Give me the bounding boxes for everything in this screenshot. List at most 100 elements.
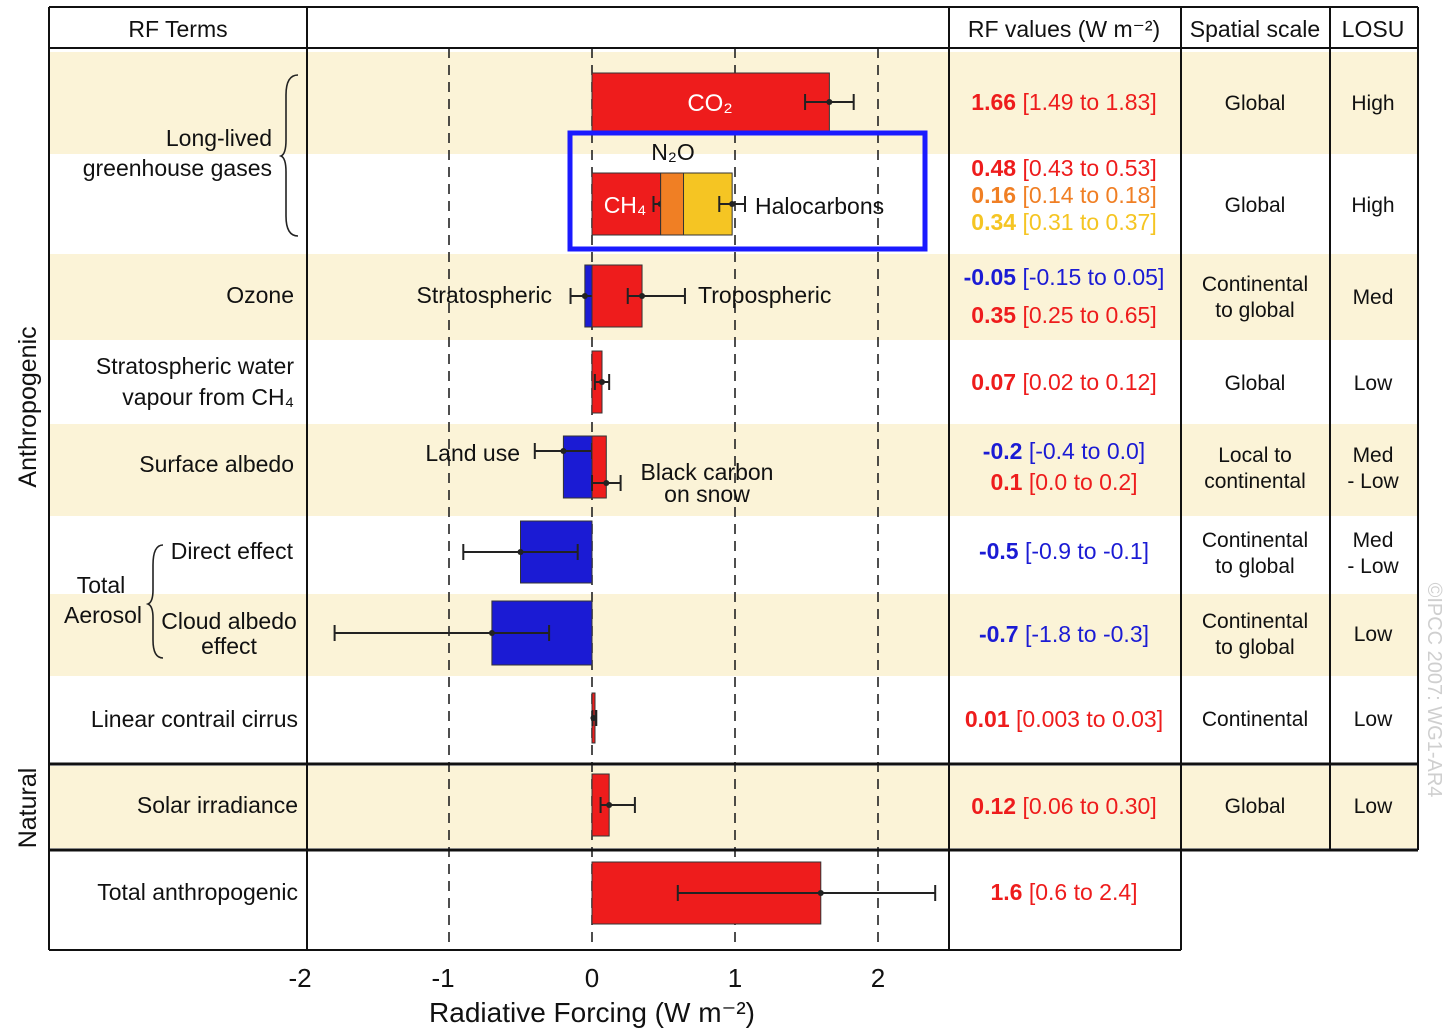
highlight-rect: [567, 130, 928, 252]
group-labels: Anthropogenic Natural: [14, 326, 42, 848]
bar-7: [562, 435, 593, 499]
rf-value-12: 0.12 [0.06 to 0.30]: [971, 793, 1156, 819]
label-co2: CO₂: [687, 90, 732, 117]
errorbar-point-10: [488, 630, 495, 636]
rf-values-column: 1.66 [1.49 to 1.83]0.48 [0.43 to 0.53]0.…: [964, 89, 1165, 905]
scale-strato-0: Global: [1225, 372, 1286, 395]
watermark: ©IPCC 2007: WG1-AR4: [1423, 583, 1443, 798]
bar-annotations: CO₂ CH₄ N₂O Halocarbons Stratospheric Tr…: [416, 90, 884, 507]
tick-label-1: 1: [728, 963, 742, 993]
tick-label--1: -1: [431, 963, 454, 993]
errorbar-point-8: [603, 480, 610, 486]
bracket-aerosol: [145, 544, 164, 659]
rf-value-0: 1.66 [1.49 to 1.83]: [971, 89, 1156, 115]
aerosol-label-line-1: Total: [77, 572, 126, 598]
term-strato-1: vapour from CH₄: [122, 384, 294, 410]
scale-direct-0: Continental: [1202, 529, 1308, 552]
aerosol-label-line-2: Aerosol: [64, 602, 142, 628]
band-cloud: [50, 594, 1418, 676]
scale-solar-0: Global: [1225, 795, 1286, 818]
term-strato-0: Stratospheric water: [96, 353, 294, 379]
label-ch4: CH₄: [604, 192, 647, 218]
term-cloud-0: Cloud albedo: [161, 608, 297, 634]
band-albedo: [50, 424, 1418, 516]
header-spatial-scale: Spatial scale: [1190, 16, 1320, 42]
label-n2o: N₂O: [651, 139, 694, 165]
rf-value-3: 0.34 [0.31 to 0.37]: [971, 209, 1156, 235]
errorbar-point-13: [817, 890, 824, 896]
tick-label-2: 2: [871, 963, 885, 993]
bar-2: [660, 172, 685, 236]
errorbar-point-5: [639, 293, 646, 299]
losu-direct-0: Med: [1353, 529, 1394, 552]
scale-cloud-0: Continental: [1202, 610, 1308, 633]
label-stratospheric: Stratospheric: [416, 282, 552, 308]
losu-contrail-0: Low: [1354, 708, 1393, 731]
label-black-carbon-2: on snow: [664, 481, 750, 507]
term-lived-1: greenhouse gases: [83, 155, 272, 181]
scale-direct-1: to global: [1215, 555, 1294, 578]
header-losu: LOSU: [1342, 16, 1405, 42]
errorbar-point-4: [581, 293, 588, 299]
errorbar-point-0: [826, 99, 833, 105]
x-axis-title: Radiative Forcing (W m⁻²): [429, 997, 755, 1028]
rf-value-6: 0.07 [0.02 to 0.12]: [971, 369, 1156, 395]
rf-value-7: -0.2 [-0.4 to 0.0]: [983, 438, 1145, 464]
group-label-natural: Natural: [14, 768, 42, 849]
scale-albedo-0: Local to: [1218, 444, 1292, 467]
tick-label-0: 0: [585, 963, 599, 993]
column-headers: RF Terms RF values (W m⁻²) Spatial scale…: [128, 16, 1404, 42]
rf-value-5: 0.35 [0.25 to 0.65]: [971, 302, 1156, 328]
band-solar: [50, 766, 1418, 848]
rf-value-13: 1.6 [0.6 to 2.4]: [990, 879, 1137, 905]
losu-ozone-0: Med: [1353, 286, 1394, 309]
highlight-box: [567, 130, 928, 252]
rf-value-8: 0.1 [0.0 to 0.2]: [990, 469, 1137, 495]
scale-ozone-1: to global: [1215, 299, 1294, 322]
losu-albedo-1: - Low: [1347, 470, 1399, 493]
losu-albedo-0: Med: [1353, 444, 1394, 467]
losu-column: High High Med Low Med - Low Med - Low Low Low Low: [1347, 92, 1399, 818]
losu-solar-0: Low: [1354, 795, 1393, 818]
term-cloud-1: effect: [201, 633, 257, 659]
term-contrail-0: Linear contrail cirrus: [91, 706, 298, 732]
x-axis: Radiative Forcing (W m⁻²) -2 -1 0 1 2: [288, 963, 885, 1028]
term-labels: Long-lived greenhouse gases Ozone Stratosph…: [83, 125, 298, 905]
losu-lived-0: High: [1351, 92, 1394, 115]
rf-value-2: 0.16 [0.14 to 0.18]: [971, 182, 1156, 208]
errorbar-point-11: [590, 715, 597, 721]
term-albedo-0: Surface albedo: [139, 451, 294, 477]
band-ozone: [50, 254, 1418, 340]
scale-lived2-0: Global: [1225, 194, 1286, 217]
scale-contrail-0: Continental: [1202, 708, 1308, 731]
rf-value-1: 0.48 [0.43 to 0.53]: [971, 155, 1156, 181]
scale-albedo-1: continental: [1204, 470, 1306, 493]
row-bands: [50, 52, 1418, 848]
bracket-long-lived: [278, 74, 299, 237]
header-rf-values: RF values (W m⁻²): [968, 16, 1160, 42]
spatial-scale-column: Global Global Continental to global Global Lo…: [1202, 92, 1308, 818]
tick-label--2: -2: [288, 963, 311, 993]
scale-cloud-1: to global: [1215, 636, 1294, 659]
errorbar-point-6: [599, 379, 606, 385]
losu-cloud-0: Low: [1354, 623, 1393, 646]
group-label-anthropogenic: Anthropogenic: [14, 326, 42, 487]
losu-direct-1: - Low: [1347, 555, 1399, 578]
errorbar-point-3: [729, 201, 736, 207]
label-black-carbon-1: Black carbon: [641, 459, 774, 485]
term-direct-0: Direct effect: [171, 538, 294, 564]
label-tropospheric: Tropospheric: [698, 282, 831, 308]
losu-lived2-0: High: [1351, 194, 1394, 217]
rf-value-10: -0.7 [-1.8 to -0.3]: [979, 621, 1149, 647]
errorbar-point-12: [606, 802, 613, 808]
scale-ozone-0: Continental: [1202, 273, 1308, 296]
label-halocarbons: Halocarbons: [755, 193, 884, 219]
errorbar-point-7: [560, 448, 567, 454]
rf-value-11: 0.01 [0.003 to 0.03]: [965, 706, 1163, 732]
table-frame: [48, 6, 1419, 951]
losu-strato-0: Low: [1354, 372, 1393, 395]
bar-1: [591, 172, 662, 236]
rf-value-4: -0.05 [-0.15 to 0.05]: [964, 264, 1165, 290]
term-solar-0: Solar irradiance: [137, 792, 298, 818]
